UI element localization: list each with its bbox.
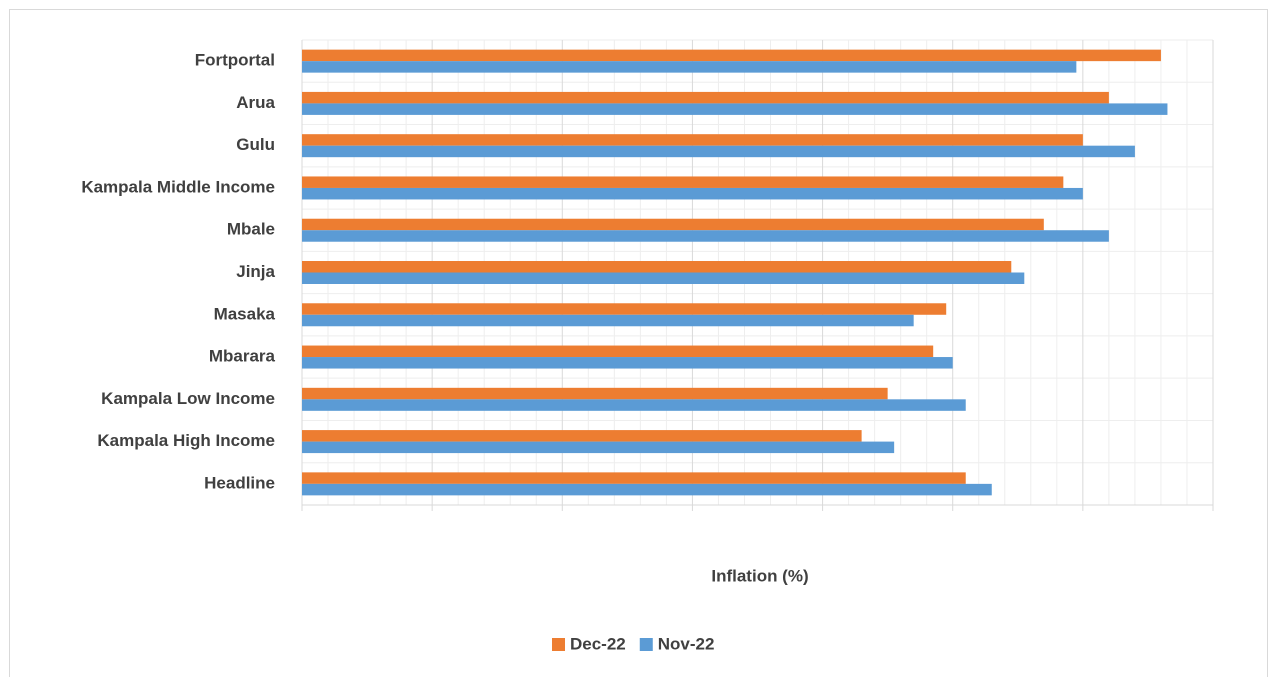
y-tick-label: Headline <box>204 473 275 492</box>
y-tick-label: Kampala Low Income <box>101 389 275 408</box>
y-tick-label: Jinja <box>236 262 275 281</box>
y-tick-label: Kampala High Income <box>97 431 275 450</box>
bar <box>302 261 1012 273</box>
bar <box>302 61 1077 73</box>
legend-swatch <box>639 638 653 651</box>
bar <box>302 218 1044 231</box>
legend-label: Nov-22 <box>658 634 715 653</box>
bar <box>302 441 895 454</box>
bar <box>302 345 934 358</box>
y-tick-label: Mbarara <box>209 347 276 366</box>
bar <box>302 230 1109 242</box>
bar <box>302 103 1168 115</box>
x-axis-title: Inflation (%) <box>711 566 808 585</box>
bar <box>302 303 947 315</box>
bar <box>302 187 1083 200</box>
y-tick-label: Mbale <box>227 220 275 239</box>
bar <box>302 314 914 327</box>
bar <box>302 399 966 411</box>
y-tick-label: Gulu <box>236 135 275 154</box>
bar <box>302 272 1025 284</box>
bar <box>302 134 1083 146</box>
y-tick-label: Kampala Middle Income <box>81 177 275 196</box>
bar <box>302 472 966 484</box>
legend-swatch <box>552 638 565 651</box>
chart-frame <box>9 9 1268 678</box>
bar <box>302 176 1064 188</box>
y-tick-label: Masaka <box>214 304 276 323</box>
bar <box>302 145 1135 158</box>
y-tick-label: Arua <box>236 93 275 112</box>
bar <box>302 483 992 496</box>
bar <box>302 49 1161 62</box>
bar <box>302 430 862 442</box>
legend-label: Dec-22 <box>570 634 626 653</box>
bar <box>302 91 1109 104</box>
bar <box>302 357 953 369</box>
y-tick-label: Fortportal <box>195 51 275 70</box>
bar <box>302 387 888 400</box>
